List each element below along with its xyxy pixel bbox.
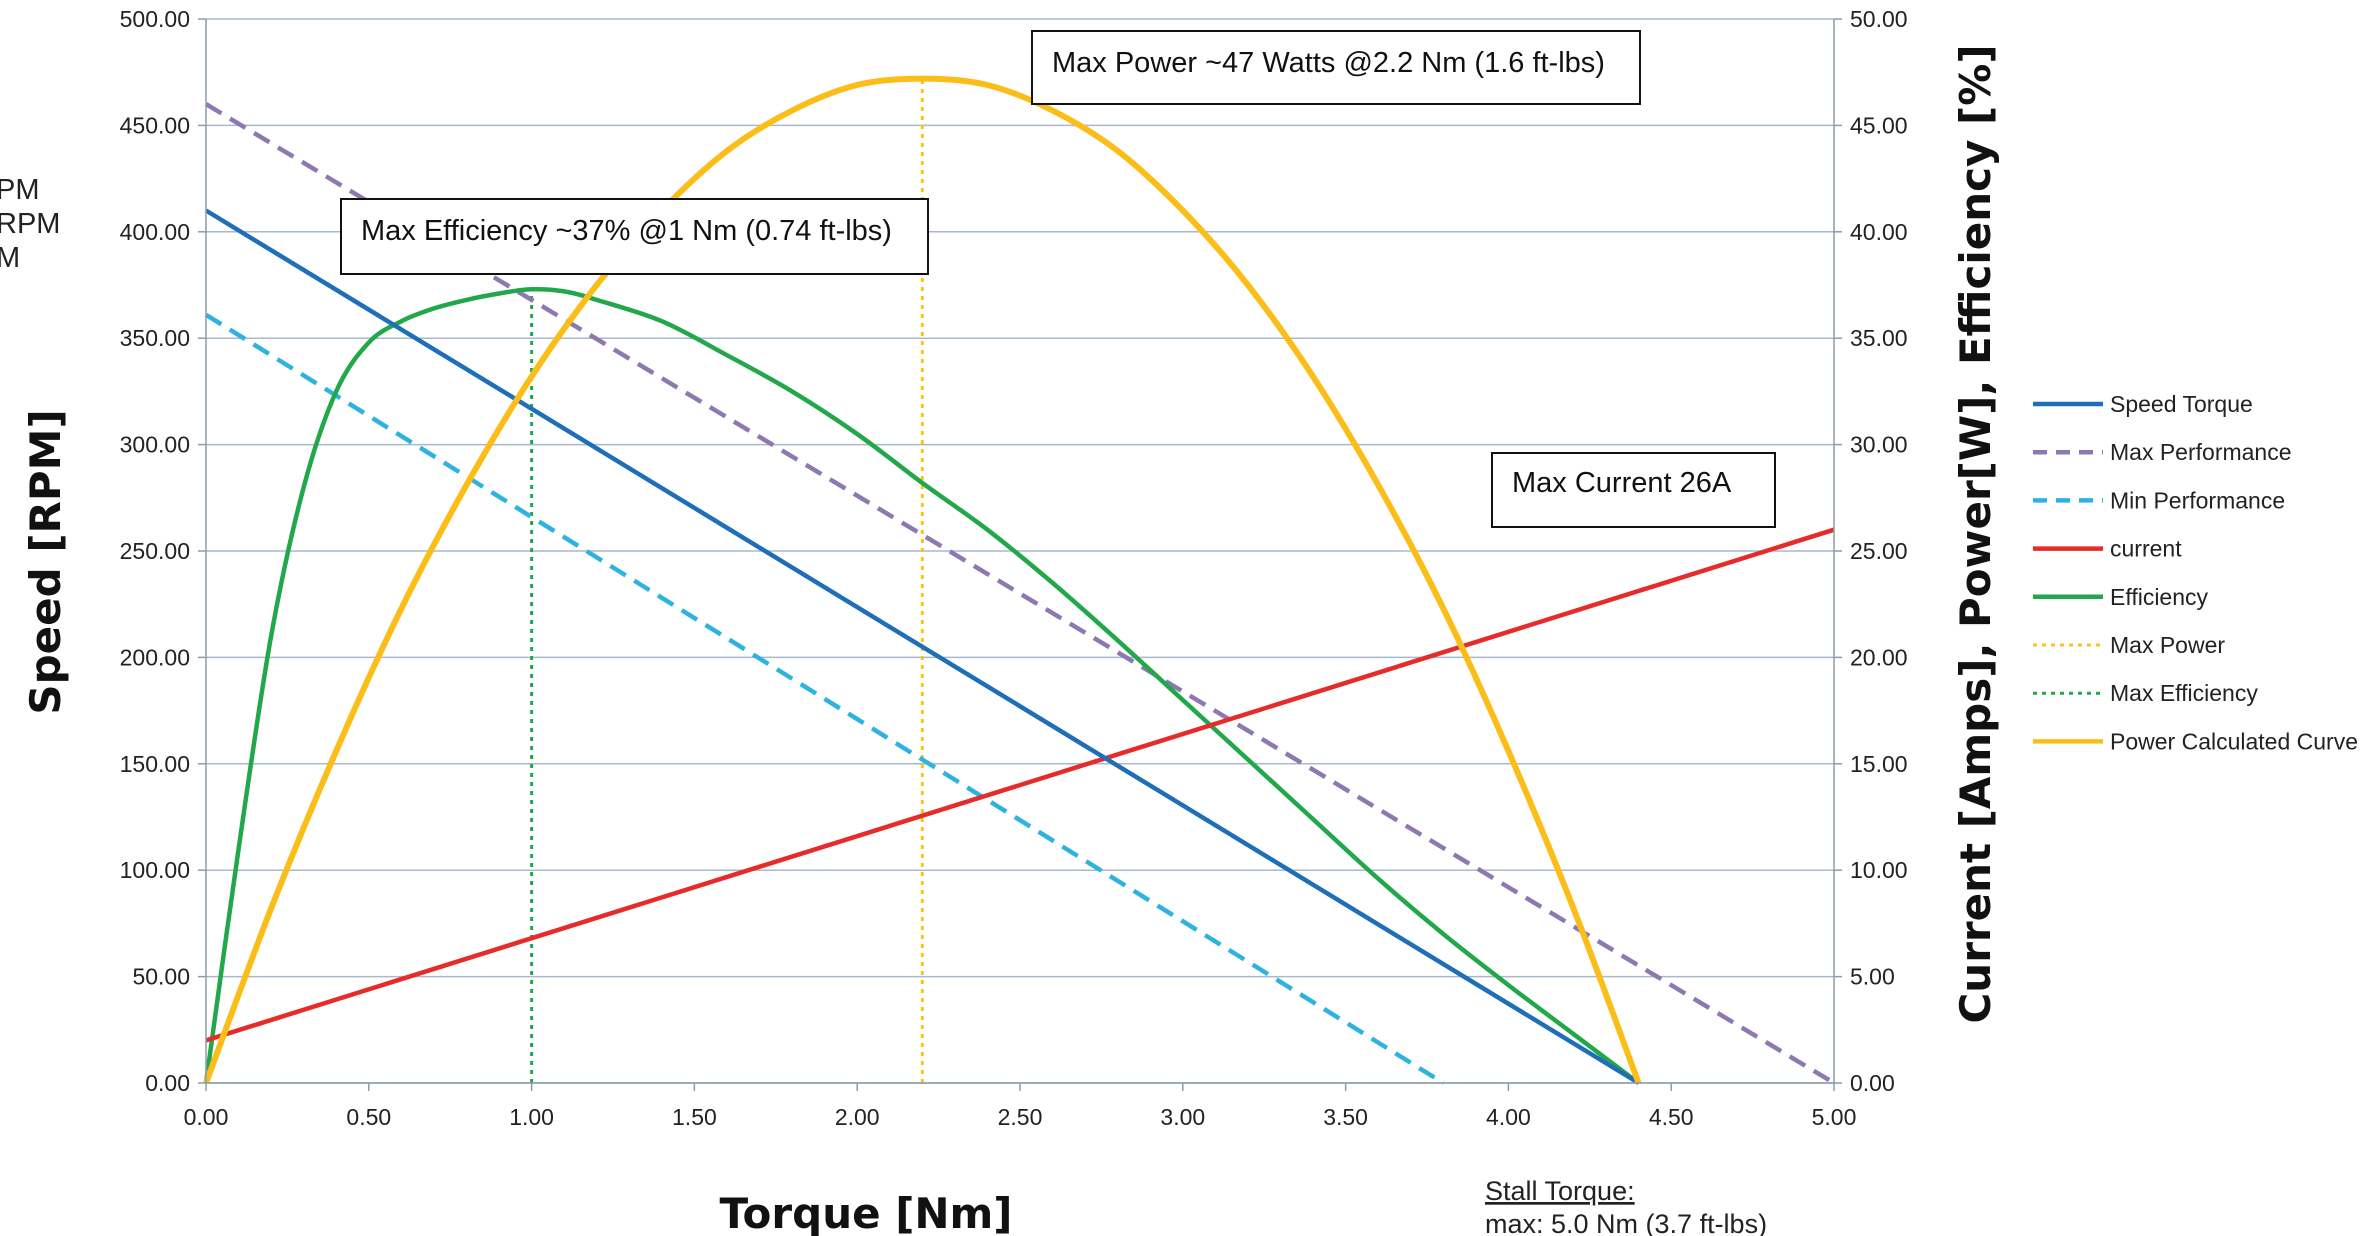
legend-label: current [2110,536,2182,562]
y-left-tick-label: 150.00 [120,751,190,777]
stall-torque-title: Stall Torque: [1485,1176,1635,1206]
y-left-tick-label: 250.00 [120,538,190,564]
series-line-current [205,527,1835,1043]
series-line-power-calculated-curve [203,75,1642,1085]
y-right-tick-label: 50.00 [1850,6,1908,32]
y-left-tick-label: 50.00 [132,964,190,990]
x-tick-label: 2.00 [835,1104,880,1130]
x-tick-label: 0.00 [184,1104,229,1130]
annotation-max-power-text: Max Power ~47 Watts @2.2 Nm (1.6 ft-lbs) [1052,47,1605,79]
y-right-tick-label: 5.00 [1850,964,1895,990]
y-left-tick-label: 350.00 [120,325,190,351]
y-left-tick-label: 0.00 [145,1070,190,1096]
cut-off-label: RPM [0,208,60,240]
y-axis-left-title: Speed [RPM] [21,409,70,714]
legend: Speed Torque Max Performance Min Performan… [2033,391,2358,754]
stall-torque-note: Stall Torque: max: 5.0 Nm (3.7 ft-lbs) [1485,1176,1767,1236]
x-tick-label: 2.50 [998,1104,1043,1130]
y-right-tick-label: 35.00 [1850,325,1908,351]
legend-label: Max Performance [2110,439,2292,465]
y-right-tick-label: 45.00 [1850,112,1908,138]
stall-torque-value: max: 5.0 Nm (3.7 ft-lbs) [1485,1209,1767,1236]
y-left-tick-label: 450.00 [120,112,190,138]
cut-off-labels: PM RPM M [0,174,60,274]
x-tick-label: 1.50 [672,1104,717,1130]
x-tick-label: 3.00 [1160,1104,1205,1130]
x-tick-label: 5.00 [1812,1104,1857,1130]
legend-label: Speed Torque [2110,391,2253,417]
x-tick-label: 3.50 [1323,1104,1368,1130]
series-line-efficiency [203,286,1640,1085]
legend-label: Max Power [2110,632,2225,658]
cut-off-label: M [0,242,20,274]
y-left-tick-label: 100.00 [120,857,190,883]
annotation-max-power: Max Power ~47 Watts @2.2 Nm (1.6 ft-lbs) [1031,30,1641,105]
annotation-max-efficiency-text: Max Efficiency ~37% @1 Nm (0.74 ft-lbs) [361,215,892,247]
legend-label: Max Efficiency [2110,680,2258,706]
y-left-tick-label: 300.00 [120,432,190,458]
legend-label: Efficiency [2110,584,2209,610]
right-axis-ticks: 0.00 5.00 10.00 15.00 20.00 25.00 30.00 35.00 40… [1834,6,1908,1096]
y-left-tick-label: 500.00 [120,6,190,32]
y-right-tick-label: 20.00 [1850,644,1908,670]
legend-label: Min Performance [2110,487,2285,513]
x-axis-title: Torque [Nm] [719,1189,1012,1236]
x-tick-label: 1.00 [509,1104,554,1130]
legend-label: Power Calculated Curve [2110,728,2358,754]
series-line-speed-torque [204,208,1640,1085]
y-left-tick-label: 200.00 [120,644,190,670]
annotation-max-current-text: Max Current 26A [1512,467,1732,499]
y-right-tick-label: 10.00 [1850,857,1908,883]
y-right-tick-label: 40.00 [1850,219,1908,245]
y-right-tick-label: 0.00 [1850,1070,1895,1096]
annotation-max-current: Max Current 26A [1491,452,1776,528]
x-tick-label: 0.50 [346,1104,391,1130]
gridlines [206,18,1834,1084]
cut-off-label: PM [0,174,40,206]
y-left-tick-label: 400.00 [120,219,190,245]
y-axis-right-title: Current [Amps], Power[W], Efficiency [%] [1951,44,2000,1023]
left-axis-ticks: 0.00 50.00 100.00 150.00 200.00 250.00 300.00 3… [120,6,206,1096]
x-tick-label: 4.50 [1649,1104,1694,1130]
annotation-max-efficiency: Max Efficiency ~37% @1 Nm (0.74 ft-lbs) [340,198,929,275]
y-right-tick-label: 30.00 [1850,432,1908,458]
x-tick-label: 4.00 [1486,1104,1531,1130]
y-right-tick-label: 15.00 [1850,751,1908,777]
x-axis-ticks: 0.00 0.50 1.00 1.50 2.00 2.50 3.00 3.50 4.00 4.50… [184,1083,1857,1130]
y-right-tick-label: 25.00 [1850,538,1908,564]
series-line-min-performance [204,312,1445,1085]
